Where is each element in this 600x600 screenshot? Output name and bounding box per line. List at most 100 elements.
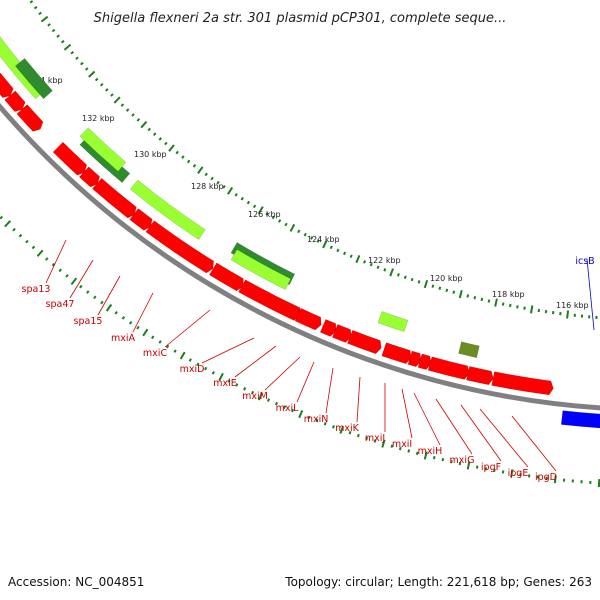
inner-ruler-tick [271, 215, 275, 220]
leader-line [264, 356, 301, 391]
cog-block [79, 127, 127, 172]
leader-line [460, 404, 502, 462]
outer-ruler-tick [432, 455, 436, 460]
inner-ruler-tick [210, 176, 214, 181]
outer-ruler-tick [218, 372, 224, 381]
outer-ruler-tick [323, 421, 327, 426]
cog-block [458, 341, 480, 359]
forward-cds-arrow [381, 342, 412, 364]
outer-ruler-tick [307, 415, 311, 420]
inner-ruler-tick [349, 254, 353, 259]
outer-ruler-dots [0, 215, 600, 488]
inner-ruler-tick [158, 137, 163, 141]
outer-ruler-tick [51, 262, 56, 267]
inner-ruler-tick [47, 23, 51, 27]
leader-line [97, 275, 121, 316]
inner-ruler-tick [265, 211, 269, 216]
inner-ruler-tick [216, 180, 220, 185]
outer-ruler-tick [188, 358, 192, 362]
inner-ruler-tick [297, 229, 301, 234]
ruler-label: 132 kbp [82, 114, 115, 123]
leader-line [435, 398, 473, 455]
inner-ruler-tick [84, 67, 89, 71]
leader-line [586, 258, 595, 331]
inner-ruler-tick [70, 51, 75, 55]
inner-ruler-tick [487, 299, 491, 303]
inner-ruler-tick [94, 77, 99, 82]
forward-cds-arrow [52, 141, 88, 176]
ruler-label: 124 kbp [307, 235, 340, 244]
outer-ruler-tick [165, 344, 170, 349]
inner-ruler-tick [60, 39, 65, 44]
inner-ruler-tick [516, 305, 519, 309]
outer-ruler-tick [93, 295, 97, 300]
inner-ruler-tick [452, 290, 456, 294]
leader-line [296, 361, 315, 403]
ruler-label: 118 kbp [492, 290, 525, 299]
gene-label: mxiA [111, 333, 136, 344]
inner-ruler-tick [566, 310, 570, 319]
inner-ruler-tick [63, 43, 72, 51]
inner-ruler-tick [396, 273, 400, 277]
inner-ruler-dots [29, 0, 598, 319]
inner-ruler-tick [110, 93, 114, 97]
leader-line [45, 239, 67, 284]
outer-ruler-tick [250, 390, 255, 395]
leader-line [479, 408, 529, 468]
cog-block [14, 58, 53, 100]
outer-ruler-tick [450, 460, 453, 464]
outer-ruler-tick [70, 277, 78, 286]
gene-label: icsB [575, 256, 594, 267]
outer-ruler-tick [298, 409, 304, 419]
forward-cds-arrow [347, 329, 382, 355]
inner-ruler-tick [33, 5, 38, 10]
outer-ruler-tick [381, 439, 386, 448]
inner-ruler-tick [303, 232, 307, 237]
inner-ruler-tick [322, 240, 328, 249]
inner-ruler-tick [152, 132, 157, 137]
inner-ruler-tick [227, 186, 234, 195]
inner-ruler-tick [445, 288, 449, 293]
inner-ruler-tick [168, 144, 175, 152]
inner-ruler-tick [257, 206, 264, 215]
ruler-label: 134 kbp [30, 76, 63, 85]
inner-ruler-tick [147, 127, 151, 132]
forward-cds-arrow [145, 220, 214, 274]
outer-ruler-tick [235, 383, 239, 387]
map-title: Shigella flexneri 2a str. 301 plasmid pC… [94, 11, 507, 26]
outer-ruler-tick [274, 401, 279, 406]
forward-cds-arrow [466, 366, 494, 386]
outer-ruler-tick [510, 469, 514, 478]
outer-ruler-tick [31, 245, 36, 250]
inner-ruler-tick [192, 164, 197, 168]
leader-line [132, 292, 154, 333]
leader-line [356, 376, 361, 423]
gene-label: mxiJ [365, 433, 385, 444]
outer-ruler-tick [466, 461, 471, 470]
leader-line [325, 367, 334, 414]
outer-ruler-tick [365, 436, 369, 441]
reverse-cds-block [560, 410, 600, 429]
cog-features [0, 36, 480, 359]
outer-ruler-tick [65, 274, 69, 278]
leader-line [234, 345, 277, 378]
outer-ruler-tick [18, 233, 23, 238]
outer-ruler-tick [196, 362, 200, 367]
gene-label: ipgF [481, 462, 501, 473]
outer-ruler-tick [315, 418, 319, 423]
inner-ruler-tick [131, 113, 135, 117]
inner-ruler-tick [410, 277, 414, 282]
outer-ruler-tick [86, 290, 90, 294]
outer-ruler-tick [128, 321, 133, 325]
forward-cds-arrow [427, 356, 470, 380]
leader-line [201, 337, 255, 364]
forward-cds-arrow [238, 279, 301, 321]
inner-ruler-tick [310, 236, 314, 240]
inner-ruler-tick [222, 184, 226, 189]
outer-ruler-tick [105, 303, 113, 312]
inner-ruler-tick [423, 279, 429, 289]
outer-ruler-tick [114, 311, 118, 315]
outer-ruler-tick [79, 284, 83, 289]
forward-cds-arrow [407, 350, 422, 368]
